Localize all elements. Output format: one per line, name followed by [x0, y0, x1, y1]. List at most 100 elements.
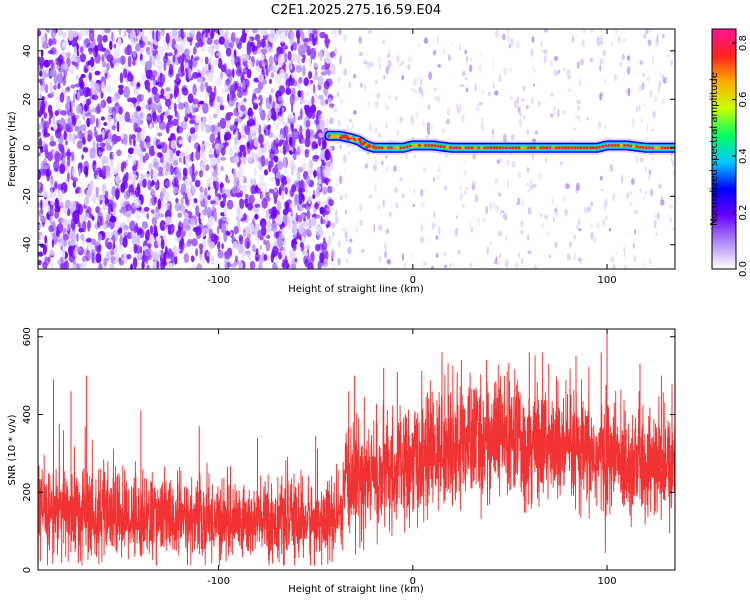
- noise-speckle: [589, 29, 594, 34]
- noise-speckle: [91, 94, 99, 101]
- noise-speckle: [465, 55, 469, 64]
- noise-speckle: [82, 111, 86, 121]
- noise-speckle: [654, 212, 659, 220]
- noise-speckle: [437, 36, 439, 44]
- noise-speckle: [129, 245, 133, 253]
- noise-speckle: [215, 77, 222, 86]
- noise-speckle: [529, 184, 534, 190]
- noise-speckle: [502, 33, 506, 41]
- signal-peak-cell: [405, 145, 409, 149]
- noise-speckle: [316, 187, 321, 198]
- noise-speckle: [411, 253, 414, 260]
- noise-speckle: [576, 223, 579, 231]
- noise-speckle: [223, 192, 227, 205]
- noise-speckle: [71, 39, 78, 48]
- signal-peak-cell: [520, 146, 524, 150]
- noise-speckle: [398, 62, 403, 67]
- noise-speckle: [368, 194, 373, 199]
- noise-speckle: [69, 231, 75, 236]
- signal-peak-cell: [448, 146, 453, 150]
- noise-speckle: [311, 95, 315, 106]
- noise-speckle: [118, 84, 124, 89]
- noise-speckle: [120, 198, 125, 208]
- noise-speckle: [219, 105, 225, 111]
- noise-speckle: [523, 87, 525, 91]
- signal-peak-cell: [417, 144, 421, 147]
- noise-speckle: [236, 69, 243, 77]
- noise-speckle: [660, 199, 665, 206]
- signal-peak-cell: [557, 146, 561, 150]
- noise-speckle: [119, 72, 124, 84]
- noise-speckle: [209, 57, 212, 66]
- noise-speckle: [318, 119, 325, 131]
- noise-speckle: [322, 261, 329, 268]
- noise-speckle: [426, 121, 431, 131]
- noise-speckle: [123, 86, 130, 99]
- snr-x-axis-label: Height of straight line (km): [288, 584, 424, 595]
- noise-speckle: [376, 92, 381, 100]
- noise-speckle: [84, 212, 90, 220]
- noise-speckle: [196, 77, 204, 83]
- noise-speckle: [672, 48, 675, 57]
- noise-speckle: [510, 134, 515, 141]
- noise-speckle: [130, 263, 134, 269]
- signal-peak-cell: [492, 146, 496, 150]
- signal-peak-cell: [504, 146, 508, 150]
- noise-speckle: [315, 225, 321, 232]
- noise-speckle: [185, 146, 189, 152]
- noise-speckle: [165, 32, 170, 44]
- noise-speckle: [234, 82, 238, 89]
- noise-speckle: [282, 208, 289, 216]
- signal-peak-cell: [411, 144, 415, 147]
- noise-speckle: [291, 72, 297, 79]
- noise-speckle: [101, 143, 106, 148]
- noise-speckle: [101, 81, 105, 94]
- noise-speckle: [342, 154, 347, 164]
- noise-speckle: [70, 68, 75, 75]
- noise-speckle: [492, 82, 495, 90]
- noise-speckle: [133, 137, 136, 147]
- noise-speckle: [551, 197, 554, 205]
- noise-speckle: [109, 40, 113, 51]
- noise-speckle: [136, 29, 140, 34]
- noise-speckle: [200, 143, 205, 155]
- noise-speckle: [616, 251, 618, 256]
- noise-speckle: [190, 29, 196, 35]
- noise-speckle: [106, 231, 113, 239]
- noise-speckle: [604, 78, 607, 84]
- noise-speckle: [275, 178, 280, 187]
- colorbar-tick-label: 0.2: [738, 205, 749, 221]
- noise-speckle: [150, 43, 154, 51]
- noise-speckle: [92, 103, 98, 108]
- noise-speckle: [200, 47, 207, 52]
- noise-speckle: [639, 60, 644, 65]
- noise-speckle: [203, 82, 207, 89]
- signal-peak-cell: [507, 146, 512, 150]
- noise-speckle: [632, 117, 635, 124]
- signal-peak-cell: [408, 144, 412, 148]
- noise-speckle: [485, 205, 489, 215]
- noise-speckle: [49, 188, 54, 199]
- noise-speckle: [221, 243, 224, 250]
- noise-speckle: [119, 55, 126, 65]
- y-tick-label: -20: [22, 188, 33, 204]
- noise-speckle: [59, 163, 66, 175]
- noise-speckle: [271, 245, 279, 257]
- spectrogram-noise-layer: [38, 29, 675, 269]
- noise-speckle: [137, 158, 144, 171]
- noise-speckle: [50, 177, 55, 189]
- noise-speckle: [322, 186, 328, 195]
- noise-speckle: [216, 52, 222, 57]
- colorbar: 0.00.20.40.60.8 Normalized spectral ampl…: [709, 28, 749, 277]
- noise-speckle: [41, 96, 45, 102]
- noise-speckle: [270, 88, 275, 94]
- noise-speckle: [419, 236, 424, 244]
- noise-speckle: [493, 260, 497, 265]
- noise-speckle: [436, 95, 441, 103]
- noise-speckle: [278, 95, 283, 102]
- noise-speckle: [656, 34, 659, 43]
- noise-speckle: [456, 103, 459, 109]
- noise-speckle: [250, 125, 257, 134]
- noise-speckle: [290, 263, 297, 269]
